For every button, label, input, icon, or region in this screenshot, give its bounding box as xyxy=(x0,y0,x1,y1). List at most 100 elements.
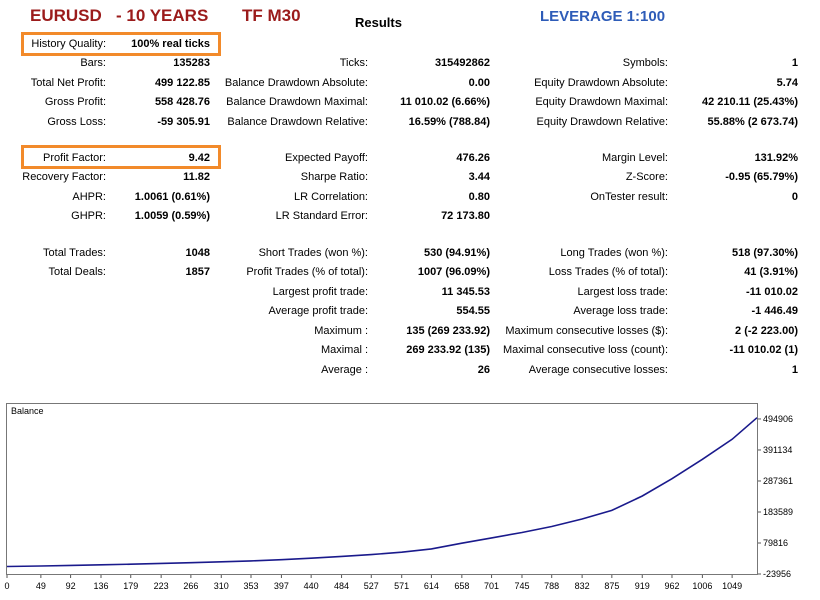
largest-loss-trade-label: Largest loss trade: xyxy=(577,286,669,298)
max-consecutive-losses-value: 2 (-2 223.00) xyxy=(735,325,798,337)
x-tick-label: 49 xyxy=(36,581,46,591)
margin-level-label: Margin Level: xyxy=(601,152,668,164)
lr-standard-error-label: LR Standard Error: xyxy=(275,210,368,222)
maximal-consecutive-loss-value: -11 010.02 (1) xyxy=(729,344,799,356)
x-tick-label: 745 xyxy=(514,581,529,591)
gross-profit-value: 558 428.76 xyxy=(154,96,210,108)
period-title: - 10 YEARS xyxy=(116,6,209,25)
ghpr-value: 1.0059 (0.59%) xyxy=(134,210,210,222)
largest-loss-trade-value: -11 010.02 xyxy=(746,286,798,298)
lr-correlation-label: LR Correlation: xyxy=(294,191,368,203)
symbols-label: Symbols: xyxy=(622,57,668,69)
total-net-profit-value: 499 122.85 xyxy=(154,77,210,89)
x-tick-label: 875 xyxy=(604,581,619,591)
margin-level-value: 131.92% xyxy=(754,152,798,164)
bars-value: 135283 xyxy=(173,57,210,69)
x-tick-label: 832 xyxy=(575,581,590,591)
lr-standard-error-value: 72 173.80 xyxy=(441,210,490,222)
ahpr-value: 1.0061 (0.61%) xyxy=(134,191,210,203)
profit-factor-label: Profit Factor: xyxy=(43,152,106,164)
y-tick-label: 79816 xyxy=(763,538,788,548)
x-tick-label: 440 xyxy=(304,581,319,591)
balance-drawdown-maximal-label: Balance Drawdown Maximal: xyxy=(226,96,368,108)
largest-profit-trade-value: 11 345.53 xyxy=(441,286,490,298)
x-tick-label: 571 xyxy=(394,581,409,591)
gross-loss-value: -59 305.91 xyxy=(157,116,210,128)
total-trades-label: Total Trades: xyxy=(43,247,106,259)
y-tick-label: 287361 xyxy=(763,476,793,486)
balance-chart-panel: Balance xyxy=(6,403,758,575)
x-tick-label: 0 xyxy=(4,581,9,591)
ghpr-label: GHPR: xyxy=(71,210,106,222)
equity-drawdown-relative-label: Equity Drawdown Relative: xyxy=(536,116,668,128)
gross-profit-label: Gross Profit: xyxy=(44,96,106,108)
ticks-value: 315492862 xyxy=(434,57,490,69)
x-tick-label: 397 xyxy=(274,581,289,591)
total-deals-value: 1857 xyxy=(185,266,210,278)
bars-label: Bars: xyxy=(80,57,106,69)
x-tick-label: 919 xyxy=(635,581,650,591)
x-tick-label: 614 xyxy=(424,581,439,591)
x-tick-label: 223 xyxy=(154,581,169,591)
leverage-title: LEVERAGE 1:100 xyxy=(540,8,666,25)
total-trades-value: 1048 xyxy=(185,247,210,259)
average-loss-trade-value: -1 446.49 xyxy=(751,305,798,317)
history-quality-highlight xyxy=(21,32,221,56)
total-deals-label: Total Deals: xyxy=(48,266,106,278)
chart-title: Balance xyxy=(11,406,44,416)
recovery-factor-label: Recovery Factor: xyxy=(22,171,106,183)
ontester-result-label: OnTester result: xyxy=(590,191,668,203)
maximal-consecutive-profit-label: Maximal : xyxy=(320,344,368,356)
recovery-factor-value: 11.82 xyxy=(183,171,210,183)
balance-drawdown-absolute-value: 0.00 xyxy=(468,77,490,89)
average-consecutive-losses-value: 1 xyxy=(791,364,798,376)
profit-trades-value: 1007 (96.09%) xyxy=(417,266,490,278)
ahpr-label: AHPR: xyxy=(72,191,106,203)
largest-profit-trade-label: Largest profit trade: xyxy=(272,286,368,298)
short-trades-value: 530 (94.91%) xyxy=(423,247,490,259)
long-trades-value: 518 (97.30%) xyxy=(731,247,798,259)
x-tick-label: 1049 xyxy=(722,581,742,591)
lr-correlation-value: 0.80 xyxy=(468,191,490,203)
y-tick-label: 183589 xyxy=(763,507,793,517)
max-consecutive-losses-label: Maximum consecutive losses ($): xyxy=(505,325,668,337)
x-tick-label: 353 xyxy=(243,581,258,591)
ticks-label: Ticks: xyxy=(339,57,368,69)
results-heading: Results xyxy=(355,15,402,30)
average-consecutive-losses-label: Average consecutive losses: xyxy=(528,364,668,376)
x-tick-label: 658 xyxy=(454,581,469,591)
loss-trades-value: 41 (3.91%) xyxy=(744,266,798,278)
profit-factor-value: 9.42 xyxy=(188,152,210,164)
y-tick-label: 391134 xyxy=(763,445,792,455)
timeframe-title: TF M30 xyxy=(242,6,301,25)
equity-drawdown-relative-value: 55.88% (2 673.74) xyxy=(707,116,798,128)
x-tick-label: 266 xyxy=(183,581,198,591)
x-tick-label: 527 xyxy=(364,581,379,591)
symbols-value: 1 xyxy=(791,57,798,69)
average-profit-trade-value: 554.55 xyxy=(456,305,490,317)
x-tick-label: 1006 xyxy=(692,581,712,591)
equity-drawdown-absolute-label: Equity Drawdown Absolute: xyxy=(534,77,668,89)
history-quality-label: History Quality: xyxy=(31,38,106,50)
equity-drawdown-maximal-label: Equity Drawdown Maximal: xyxy=(535,96,668,108)
z-score-label: Z-Score: xyxy=(625,171,668,183)
y-tick-label: 494906 xyxy=(763,414,793,424)
average-consecutive-wins-label: Average : xyxy=(321,364,368,376)
ontester-result-value: 0 xyxy=(791,191,798,203)
sharpe-ratio-label: Sharpe Ratio: xyxy=(300,171,368,183)
x-tick-label: 179 xyxy=(123,581,138,591)
x-tick-label: 788 xyxy=(544,581,559,591)
expected-payoff-value: 476.26 xyxy=(456,152,490,164)
z-score-value: -0.95 (65.79%) xyxy=(725,171,798,183)
profit-trades-label: Profit Trades (% of total): xyxy=(246,266,368,278)
symbol-title: EURUSD xyxy=(30,6,102,25)
equity-drawdown-maximal-value: 42 210.11 (25.43%) xyxy=(701,96,798,108)
short-trades-label: Short Trades (won %): xyxy=(258,247,368,259)
maximal-consecutive-loss-label: Maximal consecutive loss (count): xyxy=(502,344,668,356)
expected-payoff-label: Expected Payoff: xyxy=(285,152,368,164)
x-tick-label: 136 xyxy=(93,581,108,591)
balance-drawdown-absolute-label: Balance Drawdown Absolute: xyxy=(224,77,368,89)
average-consecutive-wins-value: 26 xyxy=(477,364,490,376)
maximum-consecutive-wins-label: Maximum : xyxy=(314,325,368,337)
profit-factor-highlight xyxy=(21,145,221,169)
